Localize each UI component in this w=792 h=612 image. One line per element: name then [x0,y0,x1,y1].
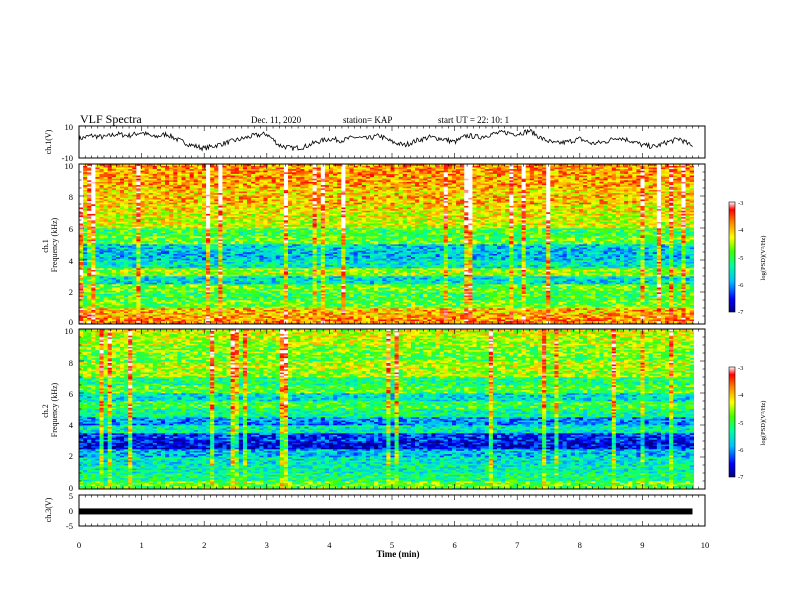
date-label: Dec. 11, 2020 [251,115,302,125]
ch1-waveform-ylabel: ch.1(V) [44,129,53,154]
vlf-spectra-figure: VLF Spectra Dec. 11, 2020 station= KAP s… [0,0,792,612]
ch1-spectrogram-image [79,164,694,324]
ch1-spectrogram-panel: 0 2 4 6 8 10 ch.1 Frequency (kHz) -3 -4 … [41,161,767,327]
ch1-waveform-panel: 10 -10 ch.1(V) [44,122,705,163]
figure-title: VLF Spectra [80,112,142,126]
ch1-ytick-top: 10 [65,122,74,132]
start-time-label: start UT = 22: 10: 1 [438,115,509,125]
station-label: station= KAP [343,115,392,125]
